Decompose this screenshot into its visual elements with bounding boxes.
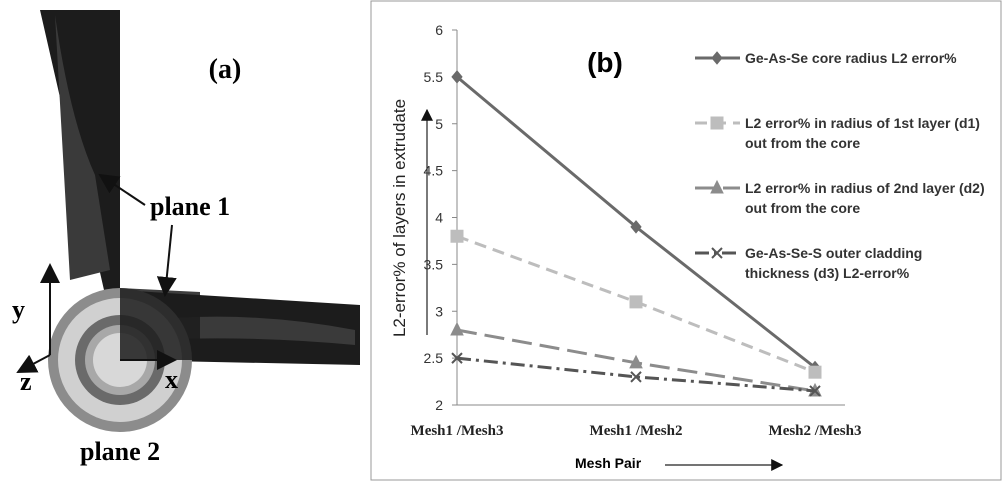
- axis-label: y: [12, 295, 25, 324]
- y-tick-label: 5: [435, 116, 443, 132]
- legend-marker: [711, 117, 723, 129]
- y-tick-label: 5.5: [424, 69, 444, 85]
- axis-label: x: [165, 365, 178, 394]
- legend-label: L2 error% in radius of 2nd layer (d2) ou…: [745, 178, 990, 218]
- label: plane 1: [150, 192, 230, 221]
- cut: [120, 288, 200, 360]
- figure-canvas: (a) plane 1 plane 2 y z x (b) L2-error% …: [0, 0, 1002, 482]
- x-tick-label: Mesh1 /Mesh2: [590, 423, 683, 439]
- legend-label: Ge-As-Se-S outer cladding thickness (d3)…: [745, 243, 990, 283]
- y-tick-label: 2.5: [424, 350, 444, 366]
- label: plane 2: [80, 437, 160, 466]
- point: [630, 296, 642, 308]
- y-tick-label: 3: [435, 303, 443, 319]
- x-tick-label: Mesh1 /Mesh3: [411, 423, 504, 439]
- y-tick-label: 2: [435, 397, 443, 413]
- legend-label: L2 error% in radius of 1st layer (d1) ou…: [745, 113, 990, 153]
- diagram: (a) plane 1 plane 2 y z x: [0, 0, 368, 482]
- figure: (a) plane 1 plane 2 y z x (b) L2-error% …: [0, 0, 1002, 482]
- y-axis-label: L2-error% of layers in extrudate: [390, 99, 409, 337]
- axis-label: z: [20, 367, 32, 396]
- y-tick-label: 6: [435, 22, 443, 38]
- y-tick-label: 3.5: [424, 256, 444, 272]
- panel-label: (b): [587, 47, 623, 78]
- y-tick-label: 4.5: [424, 163, 444, 179]
- x-tick-label: Mesh2 /Mesh3: [769, 423, 862, 439]
- legend-label: Ge-As-Se core radius L2 error%: [745, 48, 990, 68]
- x-axis-label: Mesh Pair: [575, 455, 642, 471]
- point: [451, 230, 463, 242]
- y-tick-label: 4: [435, 210, 443, 226]
- panel-label: (a): [209, 54, 242, 85]
- point: [809, 366, 821, 378]
